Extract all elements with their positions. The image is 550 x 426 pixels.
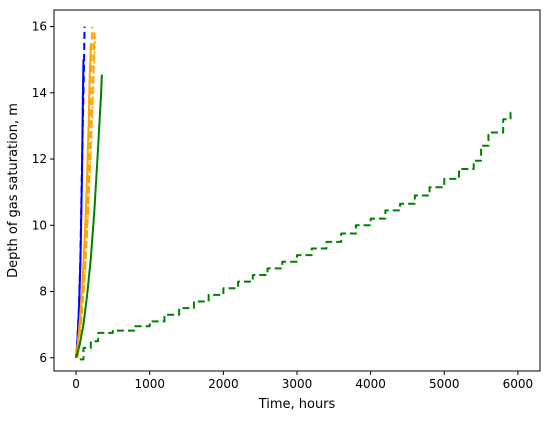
plot-area bbox=[75, 26, 515, 361]
series-line-6 bbox=[75, 74, 103, 359]
y-tick-label: 14 bbox=[32, 86, 47, 100]
y-tick-label: 6 bbox=[39, 351, 47, 365]
y-tick-label: 16 bbox=[32, 20, 47, 34]
x-tick-label: 3000 bbox=[282, 377, 313, 391]
x-tick-label: 1000 bbox=[134, 377, 165, 391]
x-tick-label: 6000 bbox=[503, 377, 534, 391]
y-tick-label: 10 bbox=[32, 218, 47, 232]
x-axis-label: Time, hours bbox=[258, 397, 336, 412]
x-tick-label: 5000 bbox=[429, 377, 460, 391]
plot-frame bbox=[53, 9, 541, 372]
series-line-5 bbox=[75, 33, 97, 358]
y-tick-label: 12 bbox=[32, 152, 47, 166]
y-tick-label: 8 bbox=[39, 285, 47, 299]
x-tick-label: 0 bbox=[72, 377, 80, 391]
y-axis-label: Depth of gas saturation, m bbox=[6, 103, 21, 278]
x-tick-label: 4000 bbox=[355, 377, 386, 391]
series-line-1 bbox=[75, 26, 86, 358]
x-tick-label: 2000 bbox=[208, 377, 239, 391]
x-axis: 0 1000 2000 3000 4000 5000 6000 bbox=[72, 371, 533, 391]
series-line-7 bbox=[79, 111, 515, 361]
y-axis: 6 8 10 12 14 16 bbox=[32, 20, 54, 365]
